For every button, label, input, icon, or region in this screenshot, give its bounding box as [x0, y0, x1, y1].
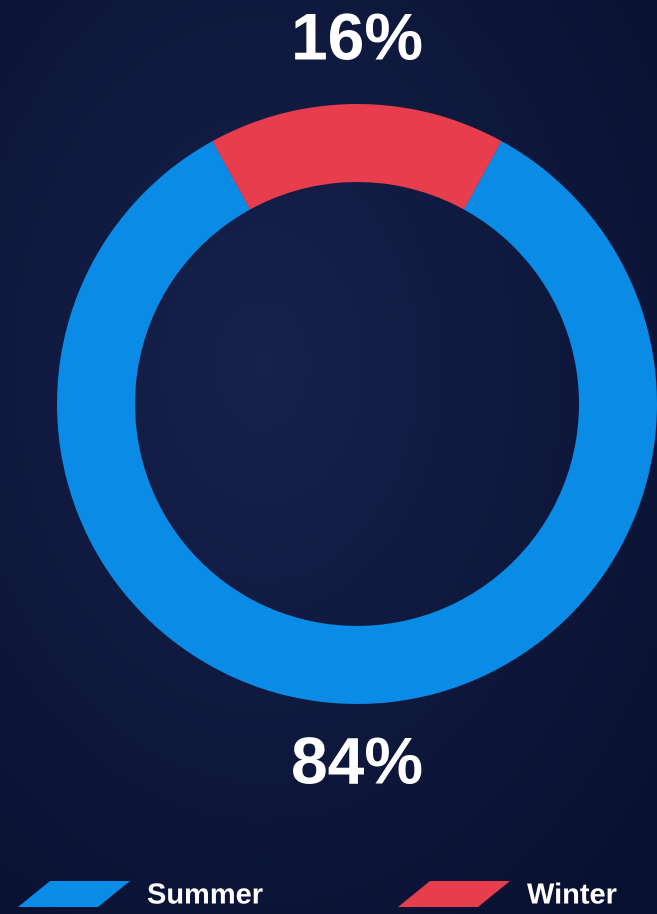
- legend-label: Winter: [527, 879, 617, 911]
- legend-swatch: [398, 881, 510, 907]
- legend-swatch: [18, 881, 130, 907]
- donut: 84% 16%: [57, 0, 657, 797]
- legend: Summer Winter: [18, 879, 617, 911]
- value-label: 84%: [291, 723, 423, 797]
- donut-slice: [212, 104, 502, 210]
- legend-label: Summer: [147, 879, 263, 911]
- value-label: 16%: [291, 0, 423, 73]
